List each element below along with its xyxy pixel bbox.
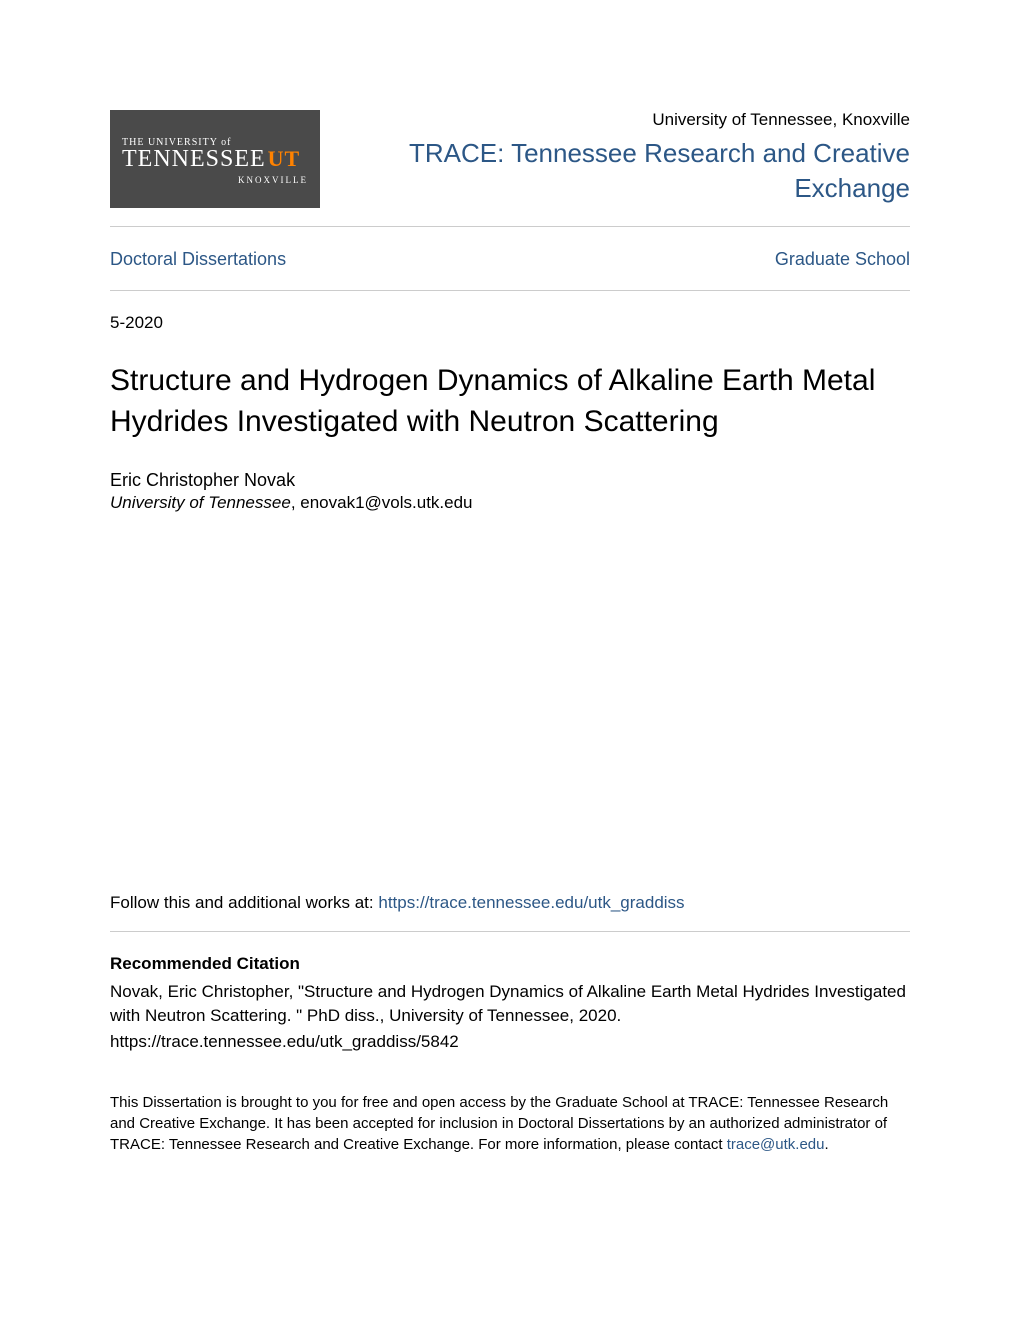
citation-url: https://trace.tennessee.edu/utk_graddiss…: [110, 1032, 910, 1052]
header-text-block: University of Tennessee, Knoxville TRACE…: [340, 110, 910, 206]
school-link[interactable]: Graduate School: [775, 249, 910, 270]
logo-wordmark: TENNESSEE: [122, 146, 266, 173]
affiliation-name: University of Tennessee: [110, 493, 291, 512]
recommended-citation-heading: Recommended Citation: [110, 954, 910, 974]
institution-name: University of Tennessee, Knoxville: [340, 110, 910, 130]
author-email: enovak1@vols.utk.edu: [300, 493, 472, 512]
citation-text: Novak, Eric Christopher, "Structure and …: [110, 980, 910, 1028]
author-name: Eric Christopher Novak: [110, 470, 910, 491]
page-header: THE UNIVERSITY of TENNESSEE UT KNOXVILLE…: [110, 110, 910, 208]
author-affiliation: University of Tennessee, enovak1@vols.ut…: [110, 493, 910, 513]
follow-line: Follow this and additional works at: htt…: [110, 893, 910, 913]
follow-label: Follow this and additional works at:: [110, 893, 378, 912]
logo-line3: KNOXVILLE: [122, 175, 308, 185]
breadcrumb-row: Doctoral Dissertations Graduate School: [110, 227, 910, 290]
divider-follow: [110, 931, 910, 932]
content-spacer: [110, 513, 910, 893]
logo-line2: TENNESSEE UT: [122, 146, 308, 173]
disclaimer-period: .: [824, 1136, 828, 1153]
divider-nav: [110, 290, 910, 291]
follow-link[interactable]: https://trace.tennessee.edu/utk_graddiss: [378, 893, 684, 912]
publication-date: 5-2020: [110, 313, 910, 333]
contact-email-link[interactable]: trace@utk.edu: [727, 1136, 825, 1153]
affiliation-separator: ,: [291, 493, 300, 512]
document-title: Structure and Hydrogen Dynamics of Alkal…: [110, 361, 910, 442]
collection-link[interactable]: Doctoral Dissertations: [110, 249, 286, 270]
logo-ut-icon: UT: [268, 146, 301, 172]
university-logo[interactable]: THE UNIVERSITY of TENNESSEE UT KNOXVILLE: [110, 110, 320, 208]
repository-title-link[interactable]: TRACE: Tennessee Research and Creative E…: [409, 138, 910, 203]
disclaimer-text: This Dissertation is brought to you for …: [110, 1092, 910, 1155]
